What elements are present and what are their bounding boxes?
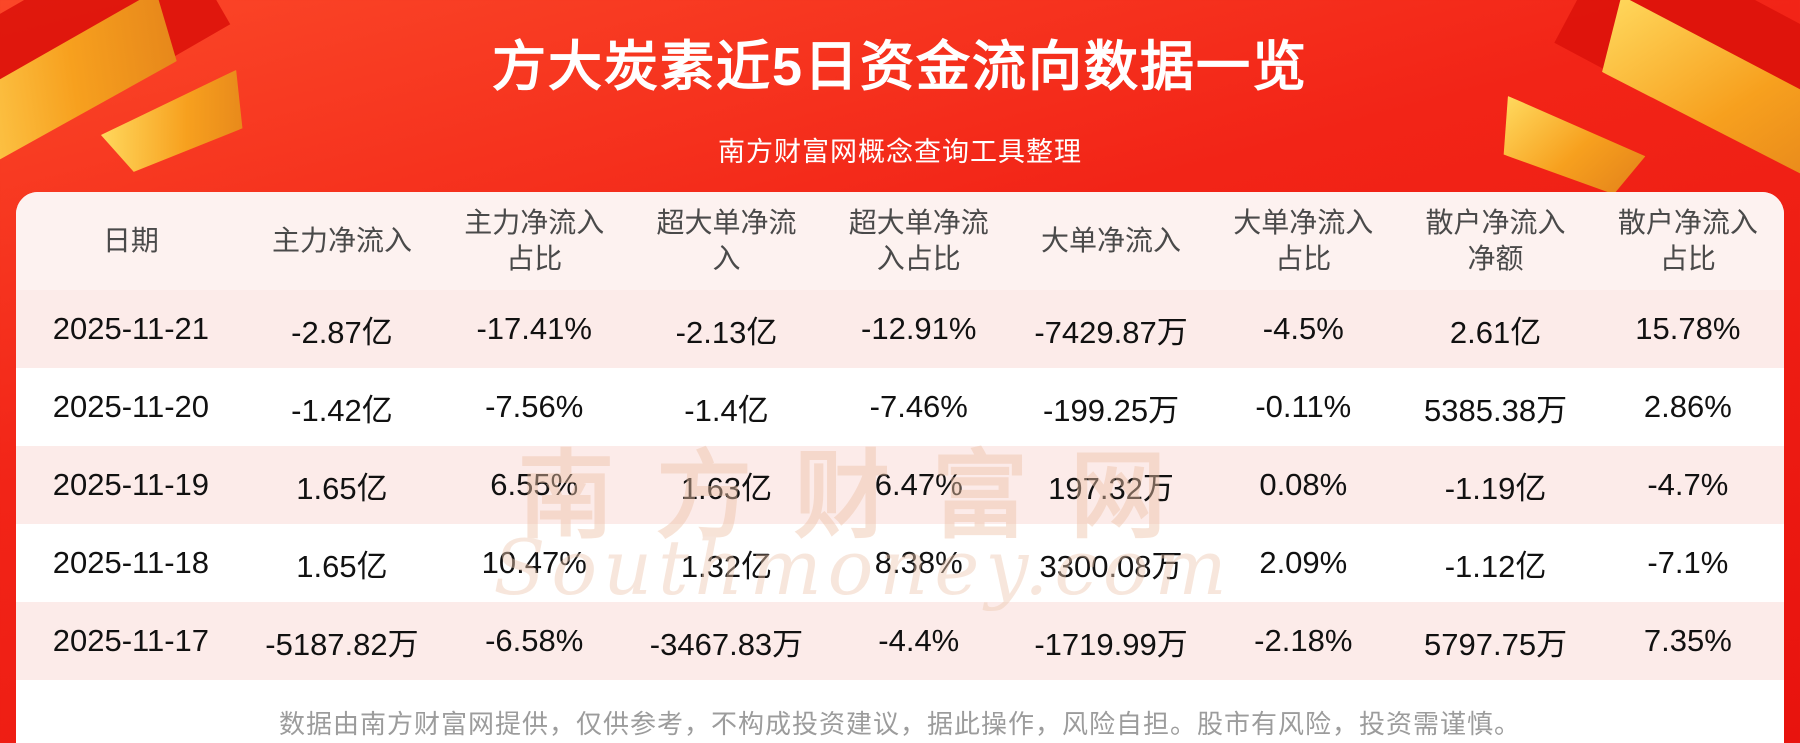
- fund-flow-table: 日期 主力净流入 主力净流入占比 超大单净流入 超大单净流入占比 大单净流入 大单净流入占比…: [16, 192, 1784, 680]
- value-cell: -7429.87万: [1034, 314, 1188, 350]
- value-cell: 5797.75万: [1424, 626, 1568, 662]
- column-header: 主力净流入: [271, 225, 412, 257]
- value-cell: -7.46%: [869, 389, 968, 424]
- value-cell: -6.58%: [485, 623, 584, 658]
- value-cell: 15.78%: [1635, 311, 1741, 346]
- value-cell: 1.32亿: [680, 548, 773, 584]
- column-header: 大单净流入: [1041, 225, 1182, 257]
- value-cell: -2.13亿: [675, 314, 778, 350]
- table-row: 2025-11-18 1.65亿 10.47% 1.32亿 8.38% 3300.08万 2…: [16, 524, 1784, 602]
- page-subtitle: 南方财富网概念查询工具整理: [718, 137, 1082, 167]
- value-cell: 1.65亿: [296, 548, 388, 584]
- value-cell: 8.38%: [874, 545, 963, 580]
- column-header: 主力净流入占比: [464, 207, 605, 274]
- table-body: 2025-11-21 -2.87亿 -17.41% -2.13亿 -12.91% -742…: [16, 290, 1784, 680]
- value-cell: -4.7%: [1647, 467, 1729, 502]
- date-cell: 2025-11-17: [52, 623, 210, 658]
- value-cell: -7.1%: [1647, 545, 1729, 580]
- table-row: 2025-11-17 -5187.82万 -6.58% -3467.83万 -4.4% -…: [16, 602, 1784, 680]
- value-cell: 5385.38万: [1424, 392, 1568, 428]
- value-cell: -199.25万: [1042, 392, 1180, 428]
- value-cell: -2.18%: [1254, 623, 1353, 658]
- value-cell: 6.47%: [874, 467, 963, 502]
- value-cell: -1.19亿: [1444, 470, 1547, 506]
- value-cell: 2.61亿: [1449, 314, 1542, 350]
- value-cell: 197.32万: [1048, 470, 1174, 506]
- table-row: 2025-11-20 -1.42亿 -7.56% -1.4亿 -7.46% -199.25…: [16, 368, 1784, 446]
- date-cell: 2025-11-19: [52, 467, 210, 502]
- value-cell: 6.55%: [490, 467, 579, 502]
- value-cell: -4.4%: [878, 623, 960, 658]
- value-cell: 2.09%: [1259, 545, 1348, 580]
- table-row: 2025-11-21 -2.87亿 -17.41% -2.13亿 -12.91% -742…: [16, 290, 1784, 368]
- value-cell: -17.41%: [476, 311, 592, 346]
- footer-disclaimer: 数据由南方财富网提供，仅供参考，不构成投资建议，据此操作，风险自担。股市有风险，…: [278, 709, 1521, 739]
- value-cell: -2.87亿: [291, 314, 393, 350]
- table-header-row: 日期 主力净流入 主力净流入占比 超大单净流入 超大单净流入占比 大单净流入 大单净流入占比…: [16, 192, 1784, 290]
- column-header: 超大单净流入: [656, 207, 797, 274]
- value-cell: 0.08%: [1259, 467, 1348, 502]
- column-header: 日期: [102, 225, 159, 257]
- value-cell: -5187.82万: [265, 626, 419, 662]
- value-cell: 3300.08万: [1039, 548, 1183, 584]
- content-panel: 日期 主力净流入 主力净流入占比 超大单净流入 超大单净流入占比 大单净流入 大单净流入占比…: [16, 192, 1784, 743]
- column-header: 散户净流入净额: [1425, 207, 1566, 274]
- page-title: 方大炭素近5日资金流向数据一览: [491, 37, 1309, 97]
- value-cell: -7.56%: [485, 389, 584, 424]
- value-cell: -1.42亿: [291, 392, 393, 428]
- value-cell: 10.47%: [481, 545, 587, 580]
- value-cell: -4.5%: [1262, 311, 1344, 346]
- value-cell: -1.12亿: [1444, 548, 1547, 584]
- value-cell: -3467.83万: [649, 626, 804, 662]
- date-cell: 2025-11-18: [52, 545, 210, 580]
- value-cell: -1719.99万: [1034, 626, 1188, 662]
- value-cell: 7.35%: [1643, 623, 1732, 658]
- value-cell: -0.11%: [1255, 389, 1352, 424]
- column-header: 散户净流入占比: [1617, 207, 1758, 274]
- value-cell: 2.86%: [1643, 389, 1732, 424]
- column-header: 超大单净流入占比: [848, 207, 989, 274]
- column-header: 大单净流入占比: [1233, 207, 1374, 274]
- date-cell: 2025-11-20: [52, 389, 210, 424]
- value-cell: -12.91%: [861, 311, 977, 346]
- value-cell: 1.65亿: [296, 470, 388, 506]
- value-cell: 1.63亿: [680, 470, 773, 506]
- date-cell: 2025-11-21: [52, 311, 210, 346]
- table-row: 2025-11-19 1.65亿 6.55% 1.63亿 6.47% 197.32万 0.0…: [16, 446, 1784, 524]
- value-cell: -1.4亿: [684, 392, 769, 428]
